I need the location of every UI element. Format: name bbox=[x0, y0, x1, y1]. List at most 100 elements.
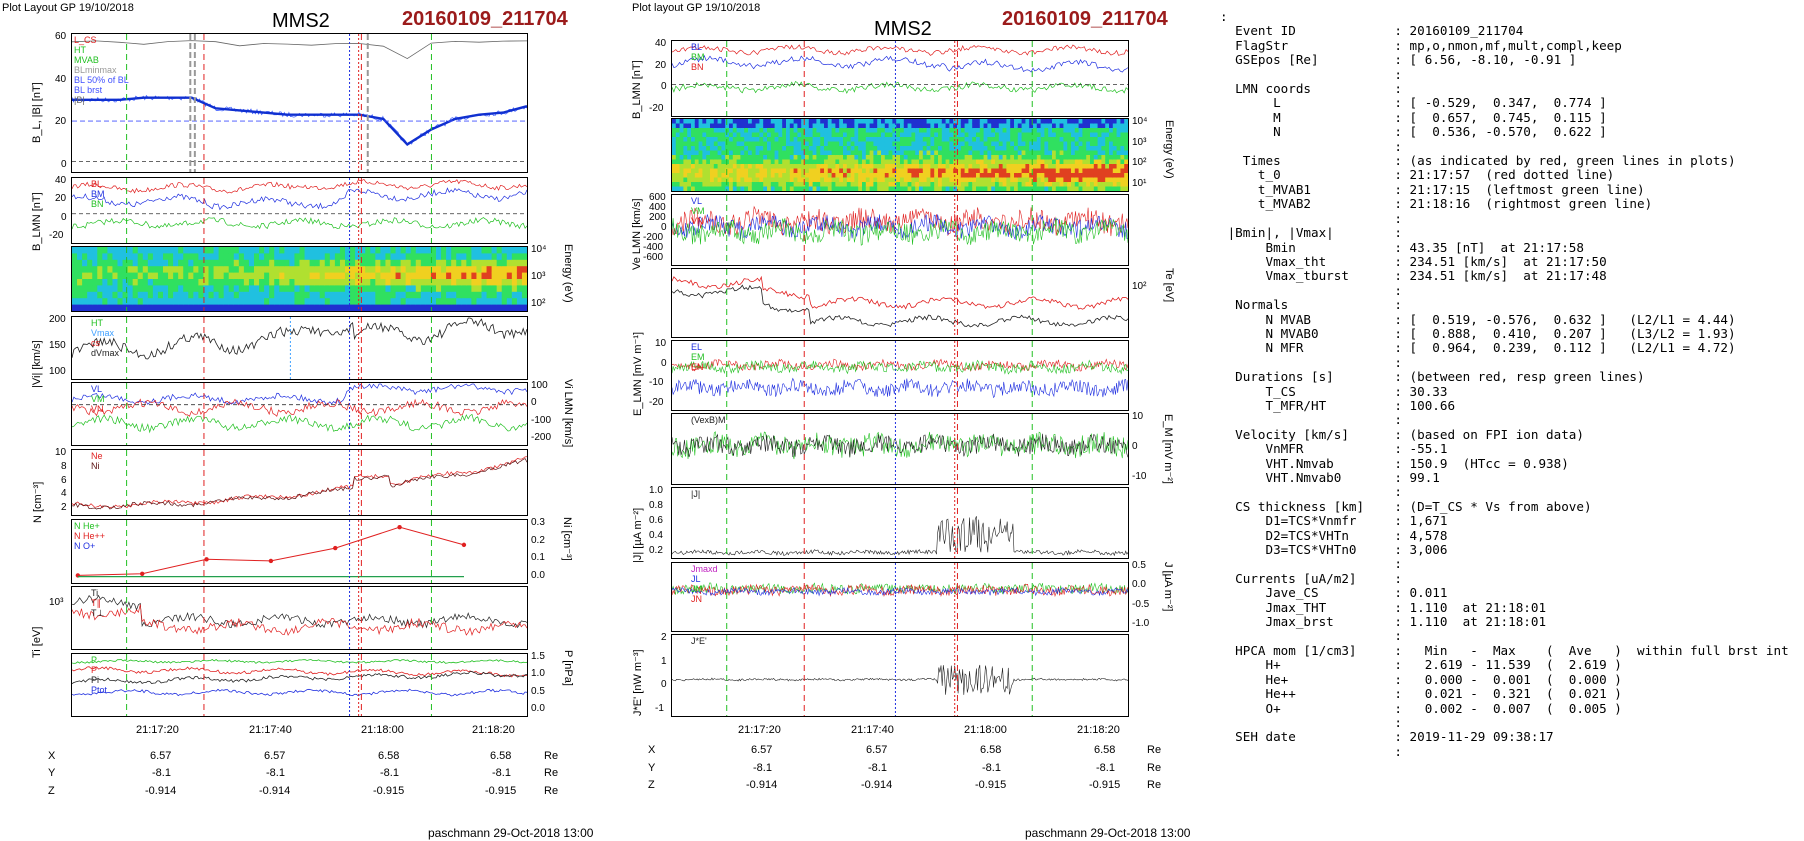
spectrogram-cell bbox=[193, 298, 199, 306]
spectrogram-cell bbox=[380, 304, 387, 311]
left-coord-unit-x: Re bbox=[544, 750, 559, 762]
spectrogram-cell bbox=[691, 186, 696, 191]
spectrogram-cell bbox=[835, 141, 840, 147]
spectrogram-cell bbox=[793, 155, 798, 161]
spectrogram-cell bbox=[945, 137, 950, 143]
spectrogram-cell bbox=[1109, 164, 1114, 170]
spectrogram-cell bbox=[1040, 137, 1045, 143]
spectrogram-cell bbox=[1002, 173, 1007, 179]
spectrogram-cell bbox=[1036, 155, 1042, 161]
spectrogram-cell bbox=[1052, 137, 1057, 143]
p-tick: 1.0 bbox=[531, 668, 545, 680]
spectrogram-cell bbox=[441, 291, 447, 299]
spectrogram-cell bbox=[759, 132, 764, 138]
spectrogram-cell bbox=[683, 119, 688, 125]
spectrogram-cell bbox=[710, 182, 715, 188]
spectrogram-cell bbox=[97, 259, 103, 267]
spectrogram-cell bbox=[831, 141, 836, 147]
spectrogram-cell bbox=[892, 173, 897, 179]
spectrogram-cell bbox=[865, 150, 871, 156]
spectrogram-cell bbox=[1109, 177, 1114, 183]
spectrogram-cell bbox=[725, 186, 730, 191]
spectrogram-cell bbox=[957, 186, 962, 191]
spectrogram-cell bbox=[679, 141, 684, 147]
spectrogram-cell bbox=[763, 182, 768, 188]
series-vi-mag bbox=[72, 317, 527, 360]
spectrogram-cell bbox=[254, 285, 260, 293]
spectrogram-cell bbox=[446, 266, 452, 274]
spectrogram-cell bbox=[233, 304, 240, 311]
spectrogram-cell bbox=[789, 159, 795, 165]
spectrogram-cell bbox=[770, 132, 776, 138]
ylabel-n: N [cm⁻³] bbox=[32, 481, 44, 523]
spectrogram-cell bbox=[770, 119, 776, 125]
spectrogram-cell bbox=[903, 155, 909, 161]
spectrogram-cell bbox=[873, 132, 878, 138]
spectrogram-cell bbox=[831, 186, 836, 191]
legend-m-jlmn-entry: Jmaxd bbox=[691, 564, 718, 574]
spectrogram-cell bbox=[208, 304, 215, 311]
spectrogram-cell bbox=[725, 173, 730, 179]
spectrogram-cell bbox=[1052, 168, 1057, 174]
event-summary-text: : Event ID : 20160109_211704 FlagStr : m… bbox=[1220, 9, 1789, 759]
spectrogram-cell bbox=[694, 155, 700, 161]
spectrogram-cell bbox=[1109, 155, 1114, 161]
n-tick: 6 bbox=[61, 474, 67, 486]
spectrogram-cell bbox=[770, 173, 776, 179]
spectrogram-cell bbox=[919, 182, 924, 188]
spectrogram-cell bbox=[1097, 173, 1102, 179]
spectrogram-cell bbox=[751, 146, 757, 152]
spectrogram-cell bbox=[824, 123, 829, 129]
spectrogram-cell bbox=[755, 164, 760, 170]
spectrogram-cell bbox=[198, 253, 205, 261]
spectrogram-cell bbox=[930, 164, 935, 170]
spectrogram-cell bbox=[436, 272, 442, 280]
spectrogram-cell bbox=[1124, 159, 1128, 165]
spectrogram-cell bbox=[264, 291, 270, 299]
spectrogram-cell bbox=[873, 119, 878, 125]
spectrogram-cell bbox=[744, 173, 749, 179]
spectrogram-cell bbox=[461, 298, 467, 306]
legend-m-j: |J| bbox=[691, 489, 700, 499]
spectrogram-cell bbox=[511, 304, 518, 311]
spectrogram-cell bbox=[729, 173, 734, 179]
spectrogram-cell bbox=[334, 266, 341, 274]
spectrogram-cell bbox=[888, 137, 893, 143]
spectrogram-cell bbox=[717, 173, 722, 179]
spectrogram-cell bbox=[1033, 177, 1038, 183]
spectrogram-cell bbox=[770, 141, 776, 147]
spectrogram-cell bbox=[274, 304, 280, 311]
vi-tick: 100 bbox=[49, 366, 66, 377]
spectrogram-cell bbox=[801, 177, 806, 183]
spectrogram-cell bbox=[127, 272, 134, 280]
spectrogram-cell bbox=[284, 285, 290, 293]
spectrogram-cell bbox=[740, 128, 745, 134]
spectrogram-cell bbox=[137, 304, 144, 311]
spectrogram-cell bbox=[87, 304, 93, 311]
panel-m-current-lmn bbox=[671, 562, 1129, 632]
spectrogram-cell bbox=[334, 279, 341, 286]
vilmn-tick: -200 bbox=[531, 432, 552, 443]
spectrogram-cell bbox=[466, 253, 472, 261]
series-jm bbox=[672, 583, 1128, 598]
spectrogram-cell bbox=[748, 146, 753, 152]
spectrogram-cell bbox=[1040, 177, 1045, 183]
L-ti-plot bbox=[72, 587, 527, 649]
spectrogram-cell bbox=[732, 155, 738, 161]
spectrogram-cell bbox=[1120, 123, 1125, 129]
spectrogram-cell bbox=[884, 155, 890, 161]
spectrogram-cell bbox=[97, 291, 103, 299]
spectrogram-cell bbox=[415, 272, 422, 280]
spectrogram-cell bbox=[1109, 186, 1114, 191]
spectrogram-cell bbox=[862, 146, 867, 152]
spectrogram-cell bbox=[736, 182, 741, 188]
spectrogram-cell bbox=[1048, 141, 1053, 147]
spectrogram-cell bbox=[983, 150, 988, 156]
spectrogram-cell bbox=[451, 298, 457, 306]
spectrogram-cell bbox=[687, 177, 692, 183]
spectrogram-cell bbox=[972, 141, 977, 147]
spectrogram-cell bbox=[816, 159, 821, 165]
series-vm bbox=[72, 398, 527, 417]
spectrogram-cell bbox=[995, 168, 1000, 174]
spectrogram-cell bbox=[87, 279, 93, 286]
